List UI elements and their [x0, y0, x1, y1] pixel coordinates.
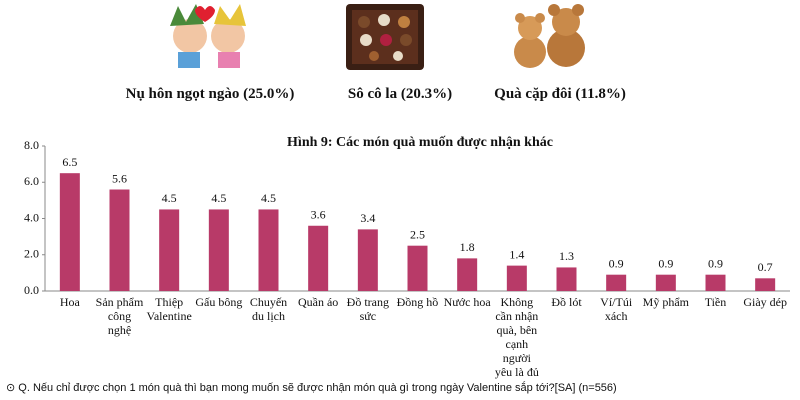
bar [705, 274, 726, 291]
value-label: 5.6 [112, 171, 127, 185]
value-label: 1.4 [509, 247, 524, 261]
x-tick-label: Đồ lót [551, 295, 582, 309]
value-label: 1.8 [460, 240, 475, 254]
bar [208, 209, 229, 291]
bar [655, 274, 676, 291]
value-label: 4.5 [261, 191, 276, 205]
value-label: 4.5 [162, 191, 177, 205]
y-tick-label: 8.0 [24, 138, 39, 152]
y-tick-label: 4.0 [24, 210, 39, 224]
value-label: 0.9 [609, 256, 624, 270]
x-tick-label: Tiền [704, 295, 727, 309]
value-label: 3.6 [311, 208, 326, 222]
x-tick-label: Đồng hồ [396, 295, 439, 309]
x-tick-label: Giày dép [743, 295, 787, 309]
bar [159, 209, 180, 291]
bar [506, 265, 527, 291]
bar [258, 209, 279, 291]
gift-caption: Sô cô la (20.3%) [347, 86, 453, 102]
kiss-image [170, 4, 246, 68]
x-tick-label: Đồ trang sức [346, 295, 389, 323]
bar [457, 258, 478, 291]
x-tick-label: Nước hoa [443, 295, 491, 309]
x-tick-label: Thiệp Valentine [146, 295, 192, 323]
bar [606, 274, 627, 291]
value-label: 4.5 [211, 191, 226, 205]
chart-title: Hình 9: Các món quà muốn được nhận khác [287, 135, 553, 150]
value-label: 0.9 [708, 256, 723, 270]
x-tick-label: Chuyến du lịch [249, 295, 288, 323]
y-tick-label: 6.0 [24, 174, 39, 188]
y-tick-label: 0.0 [24, 283, 39, 297]
bar [755, 278, 776, 291]
x-tick-label: Quần áo [297, 295, 339, 309]
value-label: 0.9 [658, 256, 673, 270]
bar [407, 245, 428, 291]
bar [556, 267, 577, 291]
bar [59, 173, 80, 291]
value-label: 6.5 [62, 155, 77, 169]
gift-caption: Quà cặp đôi (11.8%) [494, 86, 626, 102]
x-tick-label: Không cần nhận quà, bên cạnh người yêu l… [494, 295, 539, 379]
x-tick-label: Mỹ phẩm [642, 295, 689, 309]
y-tick-label: 2.0 [24, 247, 39, 261]
gift-caption: Nụ hôn ngọt ngào (25.0%) [125, 86, 295, 102]
value-label: 1.3 [559, 249, 574, 263]
bar [109, 189, 130, 291]
footnote: ⊙ Q. Nếu chỉ được chọn 1 món quà thì bạn… [6, 382, 617, 394]
teddy-image [514, 4, 585, 68]
x-tick-label: Gấu bông [195, 295, 243, 309]
x-tick-label: Ví/Túi xách [600, 295, 633, 323]
value-label: 3.4 [360, 211, 375, 225]
bar [308, 225, 329, 291]
bar [357, 229, 378, 291]
x-tick-label: Sản phẩm công nghệ [95, 295, 144, 337]
chocolate-image [346, 4, 424, 70]
value-label: 0.7 [758, 260, 773, 274]
x-tick-label: Hoa [59, 295, 80, 309]
value-label: 2.5 [410, 227, 425, 241]
